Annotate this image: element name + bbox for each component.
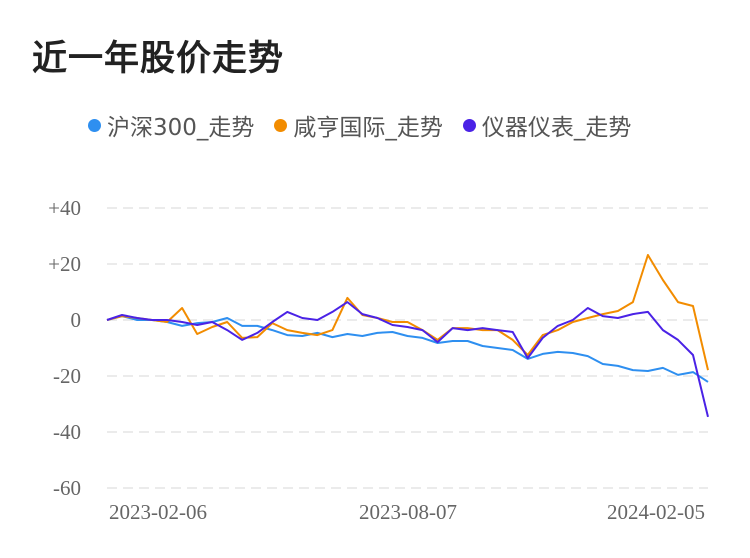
y-tick-label: +20	[48, 252, 81, 276]
series-line-1	[106, 254, 709, 371]
series-line-2	[106, 301, 709, 418]
legend-label: 咸亨国际_走势	[293, 115, 443, 141]
legend-item-xianheng[interactable]: 咸亨国际_走势	[274, 108, 443, 142]
y-tick-label: +40	[48, 196, 81, 220]
x-tick-label: 2024-02-05	[607, 500, 705, 524]
x-tick-label: 2023-08-07	[359, 500, 457, 524]
y-tick-label: -60	[53, 476, 81, 500]
y-tick-label: 0	[71, 308, 82, 332]
legend: 沪深300_走势 咸亨国际_走势 仪器仪表_走势	[88, 108, 631, 142]
legend-item-hs300[interactable]: 沪深300_走势	[88, 108, 254, 142]
legend-dot	[462, 118, 476, 132]
legend-label: 仪器仪表_走势	[481, 115, 632, 141]
legend-label: 沪深300_走势	[107, 115, 255, 141]
legend-dot	[88, 118, 101, 132]
y-tick-label: -40	[53, 420, 81, 444]
y-tick-label: -20	[53, 364, 81, 388]
legend-item-instrument[interactable]: 仪器仪表_走势	[462, 108, 632, 142]
x-tick-label: 2023-02-06	[109, 500, 207, 524]
legend-dot	[274, 118, 288, 132]
chart-title: 近一年股价走势	[32, 39, 285, 79]
